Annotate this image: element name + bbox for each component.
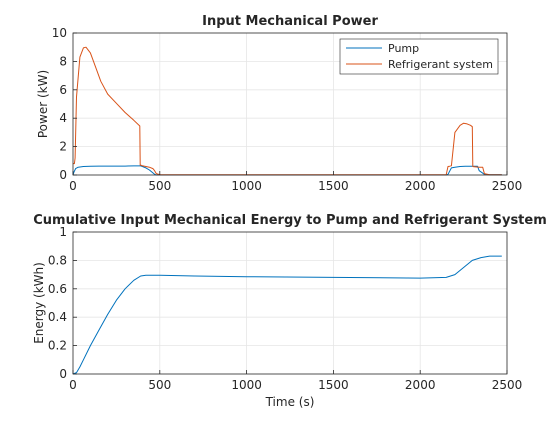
legend-box (339, 38, 499, 75)
energy-x-tick-label: 2500 (492, 378, 523, 392)
power-y-tick-label: 6 (59, 83, 67, 97)
energy-series-lines (72, 255, 502, 375)
power-ticks: 0 500 1000 1500 2000 2500 0 2 4 6 8 10 (52, 26, 523, 193)
energy-grid (73, 232, 507, 374)
energy-y-tick-label: 1 (59, 225, 67, 239)
power-x-tick-label: 0 (69, 179, 77, 193)
power-axes-box (72, 32, 508, 176)
energy-series-line-energy (72, 255, 502, 375)
power-y-axis-label: Power (kW) (36, 70, 50, 138)
power-x-tick-label: 2500 (492, 179, 523, 193)
energy-chart: 0 500 1000 1500 2000 2500 0 0.2 0.4 0.6 0.8 1 Cumul… (32, 213, 547, 409)
power-x-tick-label: 2000 (405, 179, 436, 193)
power-y-tick-label: 8 (59, 54, 67, 68)
power-y-tick-label: 10 (52, 26, 67, 40)
energy-x-tick-label: 1000 (231, 378, 262, 392)
power-y-tick-label: 0 (59, 168, 67, 182)
energy-x-tick-label: 1500 (318, 378, 349, 392)
energy-y-tick-label: 0.2 (48, 339, 67, 353)
energy-y-axis-label: Energy (kWh) (32, 262, 46, 344)
power-y-tick-label: 4 (59, 111, 67, 125)
legend-label-refrigerant: Refrigerant system (388, 58, 493, 71)
energy-x-tick-label: 2000 (405, 378, 436, 392)
energy-x-axis-label: Time (s) (265, 395, 315, 409)
power-chart: 0 500 1000 1500 2000 2500 0 2 4 6 8 10 Input Mechan… (36, 14, 522, 193)
power-x-tick-label: 1000 (231, 179, 262, 193)
energy-x-tick-label: 500 (148, 378, 171, 392)
power-series-line-refrigerant-system (73, 46, 502, 176)
energy-axes-box (72, 231, 508, 375)
legend-label-pump: Pump (388, 42, 419, 55)
energy-ticks: 0 500 1000 1500 2000 2500 0 0.2 0.4 0.6 0.8 1 (48, 225, 522, 392)
power-x-tick-label: 500 (148, 179, 171, 193)
energy-y-tick-label: 0.4 (48, 310, 67, 324)
energy-chart-title: Cumulative Input Mechanical Energy to Pu… (33, 213, 547, 228)
power-legend: Pump Refrigerant system (339, 38, 499, 75)
energy-y-tick-label: 0 (59, 367, 67, 381)
power-y-tick-label: 2 (59, 140, 67, 154)
energy-x-tick-label: 0 (69, 378, 77, 392)
energy-plot-area (73, 232, 507, 374)
energy-y-tick-label: 0.8 (48, 253, 67, 267)
energy-y-tick-label: 0.6 (48, 282, 67, 296)
power-x-tick-label: 1500 (318, 179, 349, 193)
power-chart-title: Input Mechanical Power (202, 14, 378, 29)
